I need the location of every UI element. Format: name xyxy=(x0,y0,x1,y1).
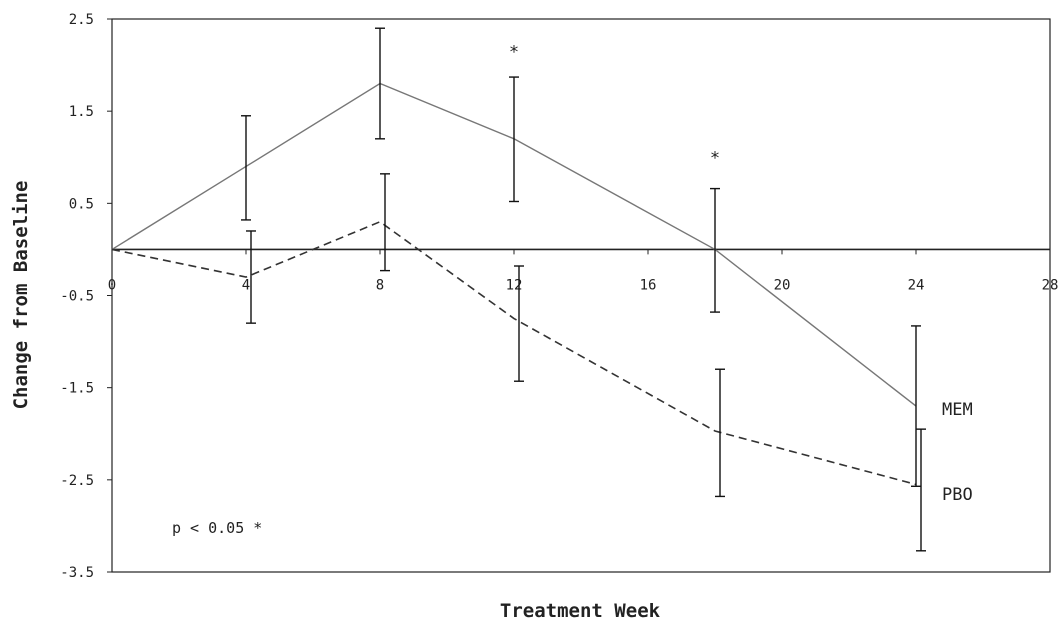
series-label-mem: MEM xyxy=(942,400,973,420)
error-bar-mem xyxy=(241,115,251,221)
series-label-pbo: PBO xyxy=(942,485,973,505)
error-bar-mem xyxy=(710,187,720,313)
y-tick-label: -2.5 xyxy=(60,473,94,489)
error-bar-mem xyxy=(375,27,385,140)
series-line-pbo xyxy=(111,220,917,486)
significance-star: * xyxy=(509,42,519,62)
y-axis-title: Change from Baseline xyxy=(10,181,32,410)
error-bar-pbo xyxy=(916,428,926,552)
y-tick-label: -0.5 xyxy=(60,289,94,305)
error-bar-mem xyxy=(911,325,921,487)
y-tick-label: 0.5 xyxy=(69,196,94,212)
x-axis-title: Treatment Week xyxy=(500,600,661,622)
x-tick-label: 28 xyxy=(1042,277,1059,293)
significance-star: * xyxy=(710,148,720,168)
x-tick-label: 20 xyxy=(774,277,791,293)
significance-note: p < 0.05 * xyxy=(172,519,262,537)
y-tick-label: 1.5 xyxy=(69,104,94,120)
x-tick-label: 0 xyxy=(108,277,116,293)
plot-frame xyxy=(111,18,1051,573)
x-tick-label: 16 xyxy=(640,277,657,293)
error-bar-mem xyxy=(509,76,519,203)
y-tick-label: -1.5 xyxy=(60,381,94,397)
error-bar-pbo xyxy=(380,173,390,272)
x-tick-label: 8 xyxy=(376,277,384,293)
y-tick-label: -3.5 xyxy=(60,565,94,581)
error-bar-pbo xyxy=(246,230,256,324)
error-bar-pbo xyxy=(715,368,725,498)
x-tick-label: 4 xyxy=(242,277,250,293)
x-tick-label: 12 xyxy=(506,277,523,293)
error-bar-pbo xyxy=(514,265,524,382)
x-tick-label: 24 xyxy=(908,277,925,293)
series-line-mem xyxy=(111,82,917,407)
y-tick-label: 2.5 xyxy=(69,12,94,28)
